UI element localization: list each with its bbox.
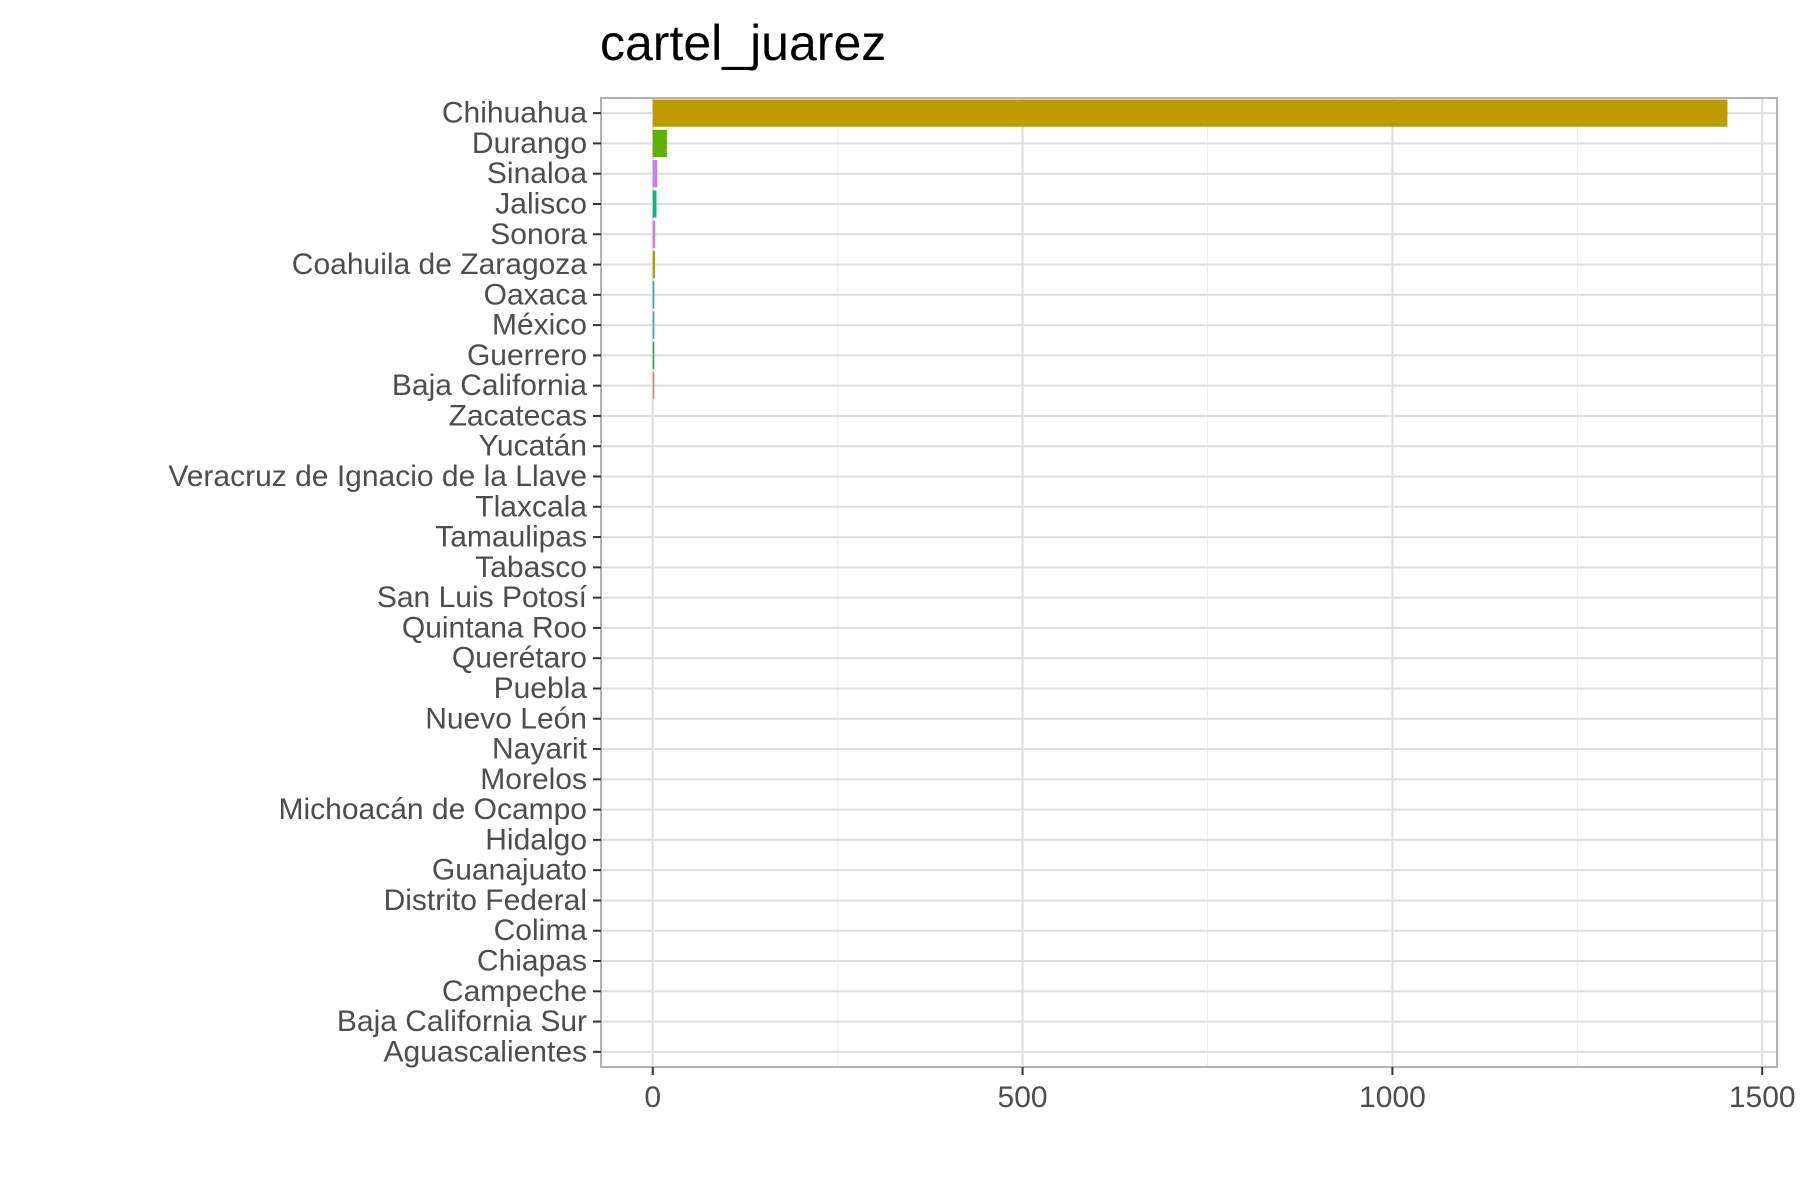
y-tick-label: Baja California <box>392 369 587 402</box>
y-tick-label: Zacatecas <box>449 399 587 432</box>
y-tick-label: Morelos <box>480 763 587 796</box>
panel-border <box>600 97 1778 1068</box>
y-tick-label: Colima <box>494 914 588 947</box>
bars <box>652 99 1728 400</box>
x-tick-label: 500 <box>998 1081 1048 1114</box>
y-tick-label: Campeche <box>442 975 587 1008</box>
y-tick-label: Puebla <box>494 672 588 705</box>
y-tick-label: Jalisco <box>495 187 587 220</box>
y-axis-labels: ChihuahuaDurangoSinaloaJaliscoSonoraCoah… <box>168 97 601 1068</box>
y-tick-label: Durango <box>472 127 587 160</box>
y-tick-label: Sinaloa <box>487 157 587 190</box>
bar <box>652 281 655 309</box>
y-tick-label: Oaxaca <box>484 278 588 311</box>
bar <box>652 160 658 188</box>
y-tick-label: Michoacán de Ocampo <box>279 793 588 826</box>
grid-lines <box>601 98 1777 1067</box>
y-tick-label: Tamaulipas <box>435 521 587 554</box>
y-tick-label: Guerrero <box>467 339 587 372</box>
y-tick-label: Tabasco <box>475 551 587 584</box>
y-tick-label: Chiapas <box>477 945 587 978</box>
y-tick-label: Quintana Roo <box>402 611 587 644</box>
y-tick-label: Aguascalientes <box>384 1035 587 1068</box>
y-tick-label: Yucatán <box>479 430 587 463</box>
y-tick-label: Querétaro <box>452 642 587 675</box>
y-tick-label: Chihuahua <box>442 97 587 130</box>
y-tick-label: Distrito Federal <box>384 884 587 917</box>
y-tick-label: San Luis Potosí <box>377 581 588 614</box>
y-tick-label: Baja California Sur <box>337 1005 587 1038</box>
bar <box>652 311 655 339</box>
y-tick-label: Sonora <box>490 218 587 251</box>
bar <box>652 220 655 248</box>
y-tick-label: Guanajuato <box>432 854 587 887</box>
y-tick-label: Tlaxcala <box>475 490 587 523</box>
y-tick-label: Nuevo León <box>425 702 587 735</box>
bar <box>652 99 1728 127</box>
bar <box>652 129 667 158</box>
x-tick-label: 0 <box>644 1081 661 1114</box>
chart-title: cartel_juarez <box>600 15 887 71</box>
bar <box>652 372 655 400</box>
y-tick-label: México <box>492 309 587 342</box>
x-axis-labels: 0 500 1000 1500 <box>644 1067 1796 1114</box>
x-tick-label: 1000 <box>1359 1081 1426 1114</box>
y-tick-label: Veracruz de Ignacio de la Llave <box>168 460 587 493</box>
y-tick-label: Hidalgo <box>485 823 587 856</box>
bar <box>652 341 655 370</box>
bar <box>652 190 657 218</box>
y-tick-label: Nayarit <box>492 733 588 766</box>
y-tick-label: Coahuila de Zaragoza <box>292 248 588 281</box>
bar <box>652 250 655 279</box>
x-tick-label: 1500 <box>1729 1081 1796 1114</box>
